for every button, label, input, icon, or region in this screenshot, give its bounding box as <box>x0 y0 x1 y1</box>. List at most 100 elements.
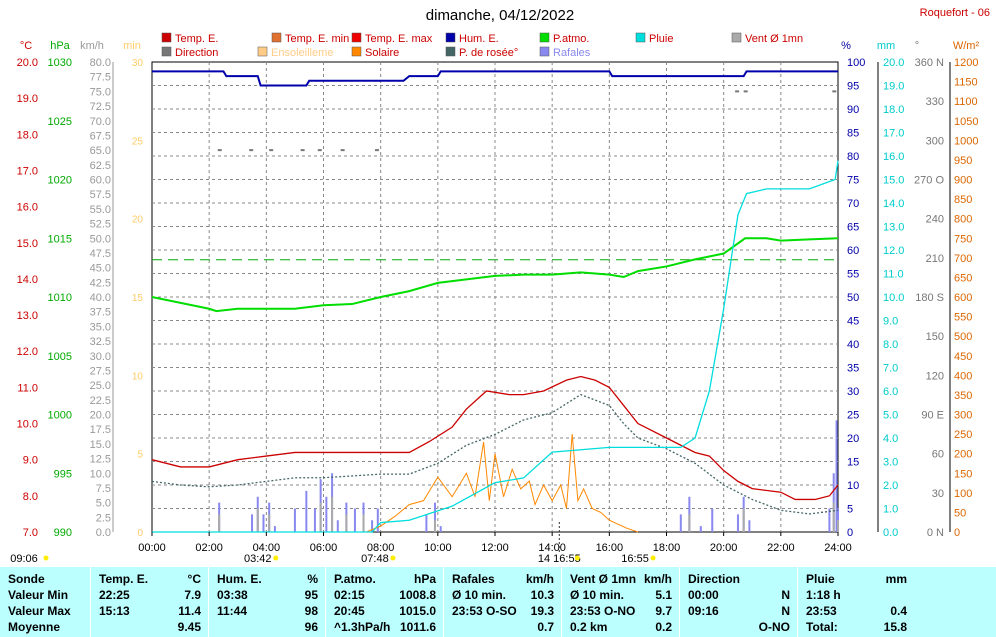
tick-temp: 12.0 <box>17 346 38 358</box>
tick-wind: 20.0 <box>90 410 111 422</box>
tick-wind: 42.5 <box>90 277 111 289</box>
stats-cell: 1011.6 <box>399 620 436 634</box>
stats-cell: Direction <box>688 572 741 586</box>
tick-wind: 77.5 <box>90 72 111 84</box>
tick-hum: 70 <box>847 198 859 210</box>
legend-swatch <box>539 32 550 43</box>
tick-solar: 950 <box>954 155 972 167</box>
tick-hum: 90 <box>847 104 859 116</box>
stats-row: Pluie mm <box>798 571 915 587</box>
time-marker: 14 16:55 <box>538 553 581 565</box>
direction-point <box>743 90 748 93</box>
sun-marker-dot <box>650 555 656 561</box>
tick-rain: 17.0 <box>883 128 904 140</box>
legend: Temp. E. Temp. E. min Temp. E. max Hum. E. P… <box>161 32 803 59</box>
tick-hum: 5 <box>847 504 853 516</box>
stats-cell: Pluie <box>806 572 835 586</box>
stats-row: 09:16 N <box>680 603 798 619</box>
right-axes: 1009590858075706560555045403530252015105… <box>847 57 978 539</box>
tick-solar: 100 <box>954 488 972 500</box>
tick-sun: 0 <box>137 528 143 539</box>
stats-row: Rafales km/h <box>444 571 562 587</box>
tick-sun: 20 <box>132 215 144 226</box>
tick-wind: 10.0 <box>90 468 111 480</box>
tick-solar: 600 <box>954 292 972 304</box>
stats-cell: 22:25 <box>99 588 130 602</box>
tick-temp: 16.0 <box>17 202 38 214</box>
stats-column: Pluie mm 1:18 h 23:53 0.4 Total: 15.8 <box>797 567 915 637</box>
stats-row: 22:25 7.9 <box>91 587 209 603</box>
direction-point <box>735 90 740 93</box>
time-tick: 08:00 <box>367 542 395 554</box>
tick-hum: 15 <box>847 457 859 469</box>
tick-wind: 17.5 <box>90 424 111 436</box>
stats-row: Valeur Max <box>0 603 90 619</box>
tick-wind: 45.0 <box>90 263 111 275</box>
sun-marker-dot <box>43 555 49 561</box>
tick-rain: 5.0 <box>883 410 898 422</box>
tick-hum: 65 <box>847 222 859 234</box>
tick-wind: 5.0 <box>96 498 111 510</box>
stats-row: 96 <box>209 619 326 635</box>
tick-rain: 8.0 <box>883 339 898 351</box>
stats-cell: Vent Ø 1mn <box>570 572 637 586</box>
tick-dir: 0 N <box>927 527 944 539</box>
solar-series <box>366 434 639 533</box>
tick-temp: 18.0 <box>17 129 38 141</box>
tick-pressure: 1025 <box>48 116 72 128</box>
tick-wind: 60.0 <box>90 175 111 187</box>
stats-table: Sonde Valeur Min Valeur Max Moyenne Temp. E.… <box>0 567 996 637</box>
tick-temp: 19.0 <box>17 93 38 105</box>
series-temp-e- <box>151 375 839 501</box>
tick-wind: 47.5 <box>90 248 111 260</box>
tick-sun: 10 <box>132 371 144 382</box>
tick-wind: 52.5 <box>90 219 111 231</box>
line-series <box>151 70 839 533</box>
direction-point <box>832 90 837 93</box>
stats-cell: 15.8 <box>883 620 907 634</box>
tick-wind: 30.0 <box>90 351 111 363</box>
stats-cell: Valeur Max <box>8 604 71 618</box>
tick-wind: 25.0 <box>90 380 111 392</box>
legend-swatch <box>731 32 742 43</box>
series-pluie <box>152 160 839 533</box>
tick-wind: 0.0 <box>96 527 111 539</box>
legend-label: Solaire <box>365 47 399 59</box>
tick-wind: 75.0 <box>90 86 111 98</box>
stats-cell: 0.2 km <box>570 620 608 634</box>
stats-cell: 23:53 O-SO <box>452 604 517 618</box>
tick-hum: 40 <box>847 339 859 351</box>
stats-row: 00:00 N <box>680 587 798 603</box>
stats-cell: 11:44 <box>217 604 248 618</box>
tick-solar: 900 <box>954 175 972 187</box>
stats-cell: 23:53 <box>806 604 837 618</box>
legend-label: Ensoleilleme <box>271 47 333 59</box>
legend-swatch <box>161 46 172 57</box>
stats-cell: 9.45 <box>177 620 201 634</box>
tick-solar: 1100 <box>954 96 978 108</box>
tick-dir: 150 <box>926 331 944 343</box>
tick-hum: 0 <box>847 527 853 539</box>
tick-solar: 450 <box>954 351 972 363</box>
time-marker: 16:55 <box>621 553 649 565</box>
stats-cell: ^1.3hPa/h <box>334 620 391 634</box>
stats-cell: 7.9 <box>184 588 201 602</box>
tick-pressure: 1005 <box>48 351 72 363</box>
sun-marker-dot <box>390 555 396 561</box>
time-tick: 24:00 <box>824 542 852 554</box>
time-marker: 07:48 <box>361 553 389 565</box>
axis-unit-dir: ° <box>915 40 919 52</box>
stats-row: Ø 10 min. 5.1 <box>562 587 680 603</box>
stats-row: 0.7 <box>444 619 562 635</box>
tick-temp: 15.0 <box>17 238 38 250</box>
tick-dir: 360 N <box>915 57 944 69</box>
tick-solar: 1200 <box>954 57 978 69</box>
stats-cell: 1008.8 <box>399 588 436 602</box>
tick-temp: 10.0 <box>17 419 38 431</box>
tick-solar: 650 <box>954 272 972 284</box>
tick-wind: 72.5 <box>90 101 111 113</box>
tick-solar: 200 <box>954 449 972 461</box>
tick-pressure: 1000 <box>48 410 72 422</box>
stats-row: 23:53 O-NO 9.7 <box>562 603 680 619</box>
tick-rain: 14.0 <box>883 198 904 210</box>
